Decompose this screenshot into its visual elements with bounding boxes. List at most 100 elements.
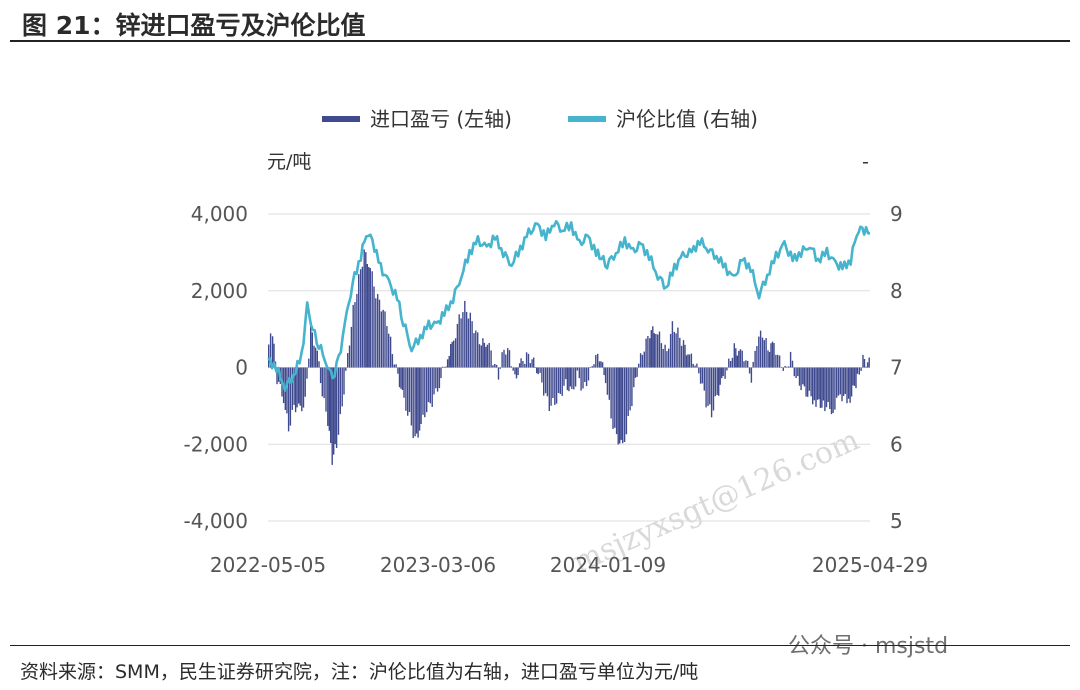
import-profit-bar xyxy=(386,326,388,368)
import-profit-bar xyxy=(548,367,550,411)
import-profit-bar xyxy=(685,355,688,368)
import-profit-bar xyxy=(298,367,300,404)
import-profit-bar xyxy=(442,366,444,368)
import-profit-bar xyxy=(341,367,343,407)
import-profit-bar xyxy=(759,330,762,368)
import-profit-bar xyxy=(363,249,365,368)
import-profit-bar xyxy=(608,367,610,400)
import-profit-bar xyxy=(518,363,521,368)
import-profit-bar xyxy=(868,357,870,368)
import-profit-bar xyxy=(568,367,570,392)
import-profit-bar xyxy=(604,367,607,384)
import-profit-bar xyxy=(512,367,514,371)
import-profit-bar xyxy=(587,367,590,381)
import-profit-bar xyxy=(539,367,541,373)
import-profit-bar xyxy=(398,367,401,388)
import-profit-bar xyxy=(714,367,716,397)
import-profit-bar xyxy=(705,367,707,408)
right-tick-label: 7 xyxy=(890,356,903,380)
import-profit-bar xyxy=(520,358,522,368)
import-profit-bar xyxy=(645,338,647,368)
import-profit-bar xyxy=(865,366,867,368)
import-profit-bar xyxy=(603,367,605,376)
import-profit-bar xyxy=(639,353,642,368)
import-profit-bar xyxy=(761,337,764,368)
import-profit-bar xyxy=(354,302,356,368)
import-profit-bar xyxy=(694,365,696,368)
source-note: 资料来源：SMM，民生证券研究院，注：沪伦比值为右轴，进口盈亏单位为元/吨 xyxy=(20,661,699,683)
import-profit-bar xyxy=(543,367,545,396)
import-profit-bar xyxy=(294,367,297,413)
import-profit-bar xyxy=(446,359,449,368)
import-profit-bar xyxy=(462,312,464,368)
import-profit-bar xyxy=(486,344,489,368)
import-profit-bar xyxy=(610,367,612,419)
import-profit-bar xyxy=(675,333,677,368)
import-profit-bar xyxy=(738,350,740,368)
import-profit-bar xyxy=(289,367,292,426)
import-profit-bar xyxy=(314,347,317,368)
import-profit-bar xyxy=(573,367,575,390)
import-profit-bar xyxy=(503,349,505,368)
import-profit-bar xyxy=(696,363,698,368)
import-profit-bar xyxy=(308,358,310,368)
x-tick-label: 2024-01-09 xyxy=(550,553,666,577)
legend-label-ratio: 沪伦比值 (右轴) xyxy=(616,107,758,131)
import-profit-bar xyxy=(797,367,799,377)
left-axis-unit: 元/吨 xyxy=(267,151,311,173)
import-profit-bar xyxy=(499,367,501,369)
import-profit-bar xyxy=(410,367,413,426)
import-profit-bar xyxy=(382,309,384,368)
import-profit-bar xyxy=(698,367,700,374)
import-profit-bar xyxy=(631,367,633,407)
import-profit-bar xyxy=(537,367,539,375)
import-profit-bar xyxy=(673,331,675,368)
import-profit-bar xyxy=(443,367,445,368)
import-profit-bar xyxy=(650,330,652,368)
import-profit-bar xyxy=(453,340,455,368)
import-profit-bar xyxy=(557,367,560,393)
import-profit-bar xyxy=(622,367,624,444)
import-profit-bar xyxy=(712,367,715,411)
import-profit-bar xyxy=(768,352,771,368)
import-profit-bar xyxy=(389,336,392,368)
import-profit-bar xyxy=(377,294,379,368)
import-profit-bar xyxy=(767,350,769,368)
import-profit-bar xyxy=(657,334,659,368)
import-profit-bar xyxy=(765,338,767,368)
import-profit-bar xyxy=(378,299,381,368)
import-profit-bar xyxy=(852,367,854,386)
x-tick-label: 2025-04-29 xyxy=(812,553,928,577)
right-tick-label: 6 xyxy=(890,432,903,456)
import-profit-bar xyxy=(569,367,572,387)
import-profit-bar xyxy=(525,352,528,368)
import-profit-bar xyxy=(505,354,507,368)
import-profit-bar xyxy=(403,367,405,398)
import-profit-bar xyxy=(726,367,728,371)
import-profit-bar xyxy=(719,367,721,385)
import-profit-bar xyxy=(819,367,822,408)
import-profit-bar xyxy=(333,367,335,455)
import-profit-bar xyxy=(829,367,831,409)
import-profit-bar xyxy=(584,367,586,382)
import-profit-bar xyxy=(347,353,349,368)
import-profit-bar xyxy=(641,354,644,368)
import-profit-bar xyxy=(451,341,453,368)
import-profit-bar xyxy=(677,327,679,368)
import-profit-bar xyxy=(578,367,580,379)
import-profit-bar xyxy=(830,367,833,415)
legend-swatch-import-profit xyxy=(322,116,360,122)
import-profit-bar xyxy=(576,367,579,371)
import-profit-bar xyxy=(818,367,820,400)
import-profit-bar xyxy=(405,367,407,411)
import-profit-bar xyxy=(849,367,851,403)
import-profit-bar xyxy=(822,367,825,401)
import-profit-bar xyxy=(625,367,628,435)
import-profit-bar xyxy=(448,355,450,368)
import-profit-bar xyxy=(690,353,693,368)
import-profit-bar xyxy=(810,367,812,397)
import-profit-bar xyxy=(743,361,745,368)
import-profit-bar xyxy=(664,344,666,368)
import-profit-bar xyxy=(436,367,439,392)
import-profit-bar xyxy=(634,367,637,378)
